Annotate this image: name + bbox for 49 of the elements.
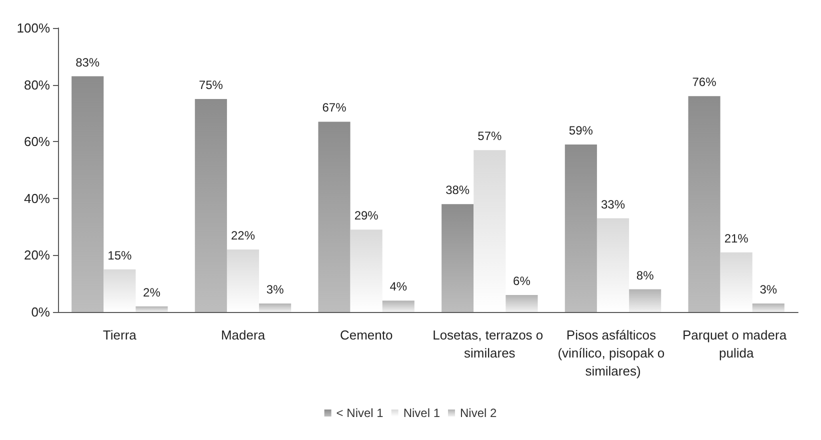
data-label: 75% bbox=[198, 78, 224, 92]
data-label: 57% bbox=[478, 129, 502, 144]
x-tick-label: Cemento bbox=[340, 328, 393, 342]
data-label: 3% bbox=[760, 282, 778, 296]
y-tick-label: 20% bbox=[24, 248, 50, 263]
bar bbox=[506, 294, 538, 312]
bar bbox=[104, 269, 136, 312]
y-tick-label: 0% bbox=[31, 304, 50, 320]
data-label: 22% bbox=[230, 228, 256, 243]
bar bbox=[136, 306, 168, 312]
x-tick-label: Madera bbox=[220, 328, 266, 342]
data-label: 15% bbox=[108, 248, 132, 262]
data-label: 38% bbox=[446, 183, 470, 198]
y-tick-label: 100% bbox=[16, 20, 50, 36]
legend-label: < Nivel 1 bbox=[336, 406, 384, 420]
bar bbox=[442, 204, 474, 312]
data-label: 21% bbox=[724, 231, 749, 246]
bar bbox=[688, 96, 720, 312]
data-label: 4% bbox=[390, 280, 408, 294]
bar bbox=[720, 252, 752, 312]
x-tick-label: Losetas, terrazos o similares bbox=[432, 328, 547, 360]
data-label: 2% bbox=[143, 285, 161, 300]
data-label: 76% bbox=[692, 75, 717, 90]
y-tick-label: 60% bbox=[24, 134, 50, 150]
data-label: 29% bbox=[354, 208, 379, 223]
legend-label: Nivel 1 bbox=[403, 406, 440, 420]
data-label: 33% bbox=[600, 197, 626, 212]
x-tick-label: Tierra bbox=[102, 328, 138, 342]
data-label: 8% bbox=[636, 268, 654, 282]
data-label: 83% bbox=[76, 55, 100, 70]
data-label: 3% bbox=[266, 282, 284, 296]
legend-label: Nivel 2 bbox=[460, 406, 498, 420]
bar bbox=[259, 303, 292, 312]
bar bbox=[194, 99, 227, 312]
data-label: 59% bbox=[568, 123, 594, 138]
bar bbox=[318, 122, 350, 312]
x-tick-label: Parquet o madera pulida bbox=[682, 328, 790, 360]
bar bbox=[752, 303, 784, 312]
y-tick-label: 80% bbox=[24, 77, 50, 92]
data-label: 67% bbox=[322, 100, 347, 115]
data-label: 6% bbox=[513, 274, 531, 288]
bar bbox=[72, 76, 104, 312]
bar bbox=[382, 300, 414, 312]
bar bbox=[474, 150, 506, 312]
bar bbox=[629, 289, 662, 312]
y-tick-label: 40% bbox=[24, 190, 50, 206]
bar bbox=[564, 144, 597, 312]
x-tick-label: Pisos asfálticos (vinílico, pisopak o similares) bbox=[558, 328, 668, 378]
bar bbox=[350, 230, 382, 312]
